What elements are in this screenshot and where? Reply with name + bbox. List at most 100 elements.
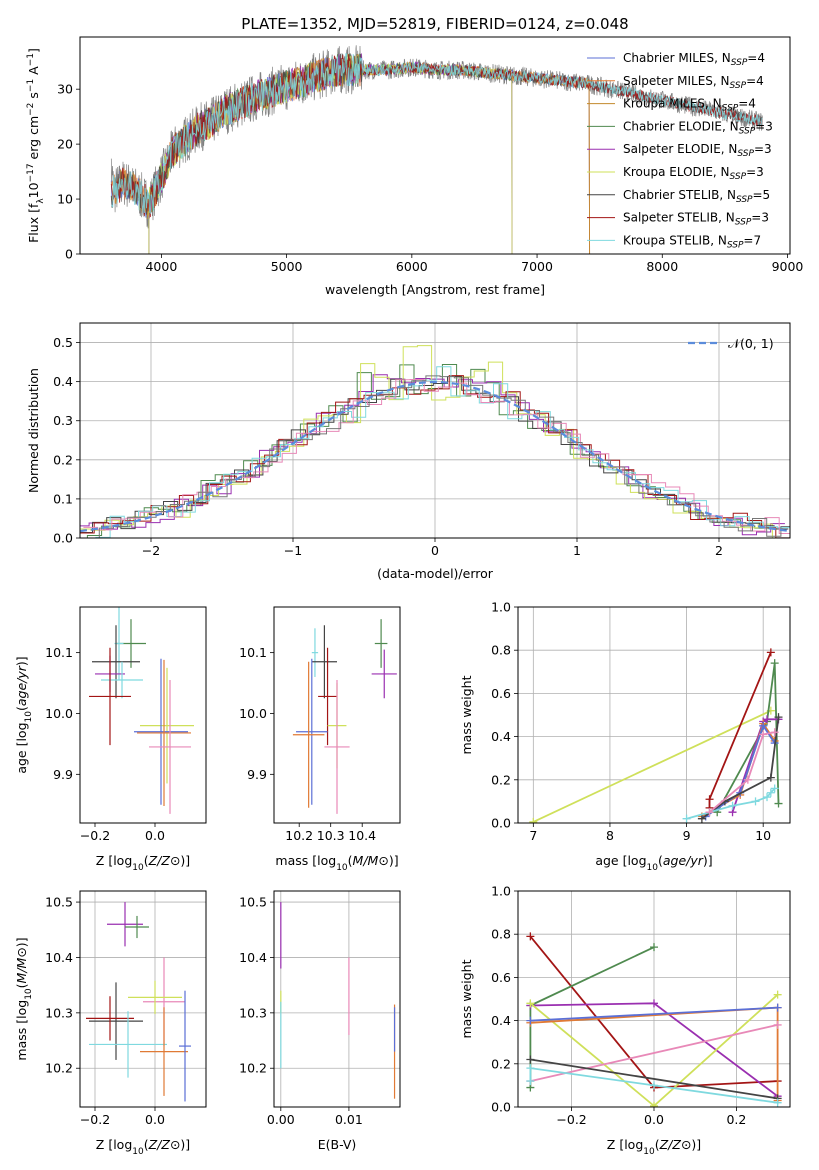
y-tick-label: 0.6 bbox=[491, 970, 511, 985]
legend-entry: Salpeter ELODIE, NSSP=3 bbox=[623, 142, 772, 159]
y-tick-label: 0.1 bbox=[53, 491, 73, 506]
errorbar-point bbox=[179, 990, 191, 1102]
plot-area bbox=[529, 648, 783, 823]
y-tick-label: 10.0 bbox=[239, 706, 267, 721]
x-tick-label: 0.0 bbox=[145, 1112, 165, 1127]
x-tick-label: 5000 bbox=[271, 259, 303, 274]
weight-marker bbox=[773, 1098, 782, 1107]
axes-frame bbox=[79, 322, 791, 539]
x-axis-label: Z [log10(Z/Z⊙)] bbox=[607, 1137, 701, 1157]
errorbar-point bbox=[92, 625, 140, 699]
y-tick-label: 0.6 bbox=[491, 686, 511, 701]
errorbar-point bbox=[134, 658, 188, 805]
x-tick-label: 10 bbox=[755, 828, 771, 843]
chart-mass_vs_ebv: 0.00 0.01 10.2 10.3 10.4 10.5 E(B-V) bbox=[239, 890, 401, 1152]
x-tick-label: 9000 bbox=[772, 259, 804, 274]
weight-marker bbox=[705, 795, 714, 804]
weight-line-8 bbox=[529, 1067, 778, 1104]
model-line-8 bbox=[111, 53, 763, 215]
y-tick-label: 1.0 bbox=[491, 884, 511, 899]
model-line-4 bbox=[148, 53, 513, 254]
y-tick-label: 10.3 bbox=[45, 1005, 73, 1020]
x-tick-label: 10.3 bbox=[317, 828, 345, 843]
x-axis-label: (data-model)/error bbox=[377, 566, 494, 581]
y-axis-label: Normed distribution bbox=[26, 368, 41, 493]
axes-frame bbox=[273, 606, 401, 824]
y-tick-label: 9.9 bbox=[53, 767, 73, 782]
chart-weight_vs_age: 7 8 9 10 0.0 0.2 0.4 0.6 0.8 1.0 age [log10(age/yr… bbox=[459, 600, 791, 873]
x-tick-label: 8000 bbox=[646, 259, 678, 274]
y-tick-label: 10.4 bbox=[45, 950, 73, 965]
weight-marker bbox=[759, 721, 768, 730]
weight-marker bbox=[766, 648, 775, 657]
axes-frame bbox=[273, 890, 401, 1108]
weight-marker bbox=[773, 1003, 782, 1012]
y-tick-label: 10.3 bbox=[239, 1005, 267, 1020]
legend-entry: Chabrier STELIB, NSSP=5 bbox=[623, 188, 770, 205]
weight-marker bbox=[743, 775, 752, 784]
weight-marker bbox=[529, 817, 538, 823]
legend-entry: Kroupa STELIB, NSSP=7 bbox=[623, 233, 761, 250]
legend-entry: Kroupa MILES, NSSP=4 bbox=[623, 97, 756, 114]
errorbar-point bbox=[371, 649, 397, 699]
x-tick-label: 7000 bbox=[521, 259, 553, 274]
weight-marker bbox=[766, 773, 775, 782]
weight-marker bbox=[728, 801, 737, 810]
weight-marker bbox=[650, 1101, 658, 1107]
y-tick-label: 10.2 bbox=[45, 1061, 73, 1076]
weight-marker bbox=[526, 1055, 535, 1064]
weight-marker bbox=[650, 999, 658, 1008]
x-tick-label: 10.4 bbox=[348, 828, 376, 843]
weight-marker bbox=[770, 659, 779, 668]
y-tick-label: 0.2 bbox=[53, 452, 73, 467]
errorbar-point bbox=[89, 1011, 167, 1078]
legend-entry: Chabrier ELODIE, NSSP=3 bbox=[623, 119, 773, 136]
weight-marker bbox=[773, 990, 782, 999]
chart-residuals: −2 −1 0 1 2 0.0 0.1 0.2 0.3 0.4 0.5 𝒩(0, 1) (data-mo… bbox=[26, 322, 791, 581]
normal-curve bbox=[80, 380, 790, 533]
errorbar-point bbox=[101, 661, 143, 699]
errorbar-point bbox=[137, 659, 191, 806]
weight-marker bbox=[697, 814, 706, 823]
y-tick-label: 0 bbox=[65, 247, 73, 262]
x-axis-label: mass [log10(M/M⊙)] bbox=[275, 853, 398, 873]
y-tick-label: 10.5 bbox=[45, 895, 73, 910]
chart-weight_vs_Z: −0.2 0.0 0.2 0.0 0.2 0.4 0.6 0.8 1.0 Z [log10(Z/Z… bbox=[459, 884, 791, 1157]
errorbar-point bbox=[311, 625, 337, 699]
x-axis-label: Z [log10(Z/Z⊙)] bbox=[96, 853, 190, 873]
x-tick-label: 0.2 bbox=[726, 1112, 746, 1127]
legend-entry: Salpeter STELIB, NSSP=3 bbox=[623, 211, 769, 228]
errorbar-point bbox=[149, 680, 191, 814]
y-tick-label: 10.5 bbox=[239, 895, 267, 910]
x-tick-label: 10.2 bbox=[285, 828, 313, 843]
y-tick-label: 0.8 bbox=[491, 643, 511, 658]
axes-frame bbox=[517, 606, 791, 824]
chart-spectrum: 4000 5000 6000 7000 8000 9000 0 10 20 30 Chabrier … bbox=[26, 36, 804, 297]
weight-marker bbox=[682, 814, 691, 823]
y-tick-label: 0.4 bbox=[491, 1013, 511, 1028]
y-tick-label: 0.3 bbox=[53, 413, 73, 428]
y-tick-label: 1.0 bbox=[491, 600, 511, 615]
errorbar-point bbox=[86, 996, 134, 1041]
y-tick-label: 0.8 bbox=[491, 927, 511, 942]
weight-marker bbox=[751, 797, 760, 806]
weight-marker bbox=[526, 932, 535, 941]
y-tick-label: 0.0 bbox=[53, 531, 73, 546]
errorbar-point bbox=[324, 680, 350, 814]
errorbar-point bbox=[107, 902, 143, 947]
errorbar-point bbox=[292, 661, 325, 808]
histogram-4 bbox=[80, 375, 790, 538]
y-tick-label: 0.5 bbox=[53, 335, 73, 350]
legend-entry: Salpeter MILES, NSSP=4 bbox=[623, 74, 764, 91]
histogram-5 bbox=[81, 366, 790, 538]
x-tick-label: −0.2 bbox=[80, 1112, 110, 1127]
y-tick-label: 0.4 bbox=[491, 729, 511, 744]
x-tick-label: 0.0 bbox=[145, 828, 165, 843]
weight-marker bbox=[526, 1016, 535, 1025]
y-tick-label: 10 bbox=[57, 192, 73, 207]
weight-marker bbox=[650, 1081, 658, 1090]
weight-line-5 bbox=[530, 1006, 778, 1022]
weight-marker bbox=[705, 808, 714, 817]
chart-age_vs_mass: 10.2 10.3 10.4 9.9 10.0 10.1 mass [log10(M/M⊙)… bbox=[239, 606, 401, 873]
